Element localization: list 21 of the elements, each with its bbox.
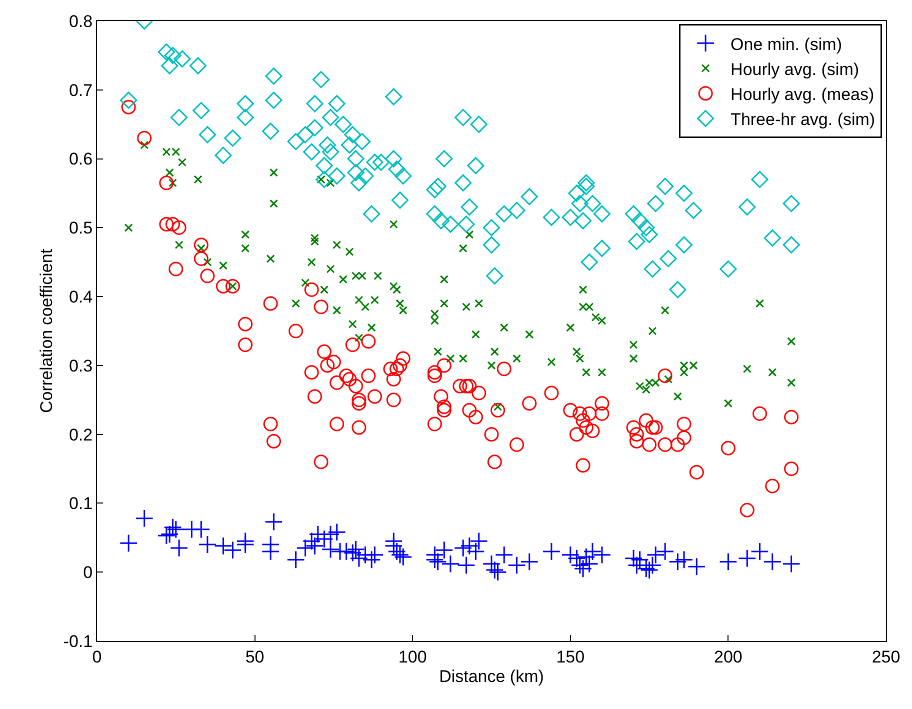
y-axis-title: Correlation coefficient [36, 248, 56, 414]
legend-label: Three-hr avg. (sim) [730, 110, 876, 130]
legend-label: Hourly avg. (sim) [730, 60, 860, 79]
y-tick-label: 0.6 [68, 150, 93, 169]
y-tick-label: 0.8 [68, 12, 93, 31]
y-tick-label: 0.1 [68, 494, 93, 514]
x-axis-title: Distance (km) [439, 666, 544, 686]
y-tick-label: 0 [83, 563, 93, 582]
y-tick-label: 0.4 [68, 288, 93, 307]
y-tick-label: 0.3 [68, 356, 93, 376]
legend-label: One min. (sim) [730, 34, 842, 54]
y-tick-label: 0.2 [68, 425, 93, 444]
x-tick-label: 50 [245, 647, 264, 666]
y-tick-label: -0.1 [63, 632, 93, 651]
x-tick-label: 200 [714, 647, 742, 666]
x-tick-label: 250 [872, 647, 900, 666]
x-tick-label: 150 [556, 647, 585, 666]
legend-label: Hourly avg. (meas) [730, 84, 874, 104]
y-tick-label: 0.5 [68, 218, 93, 238]
y-tick-label: 0.7 [68, 80, 93, 100]
x-tick-label: 100 [398, 647, 427, 666]
